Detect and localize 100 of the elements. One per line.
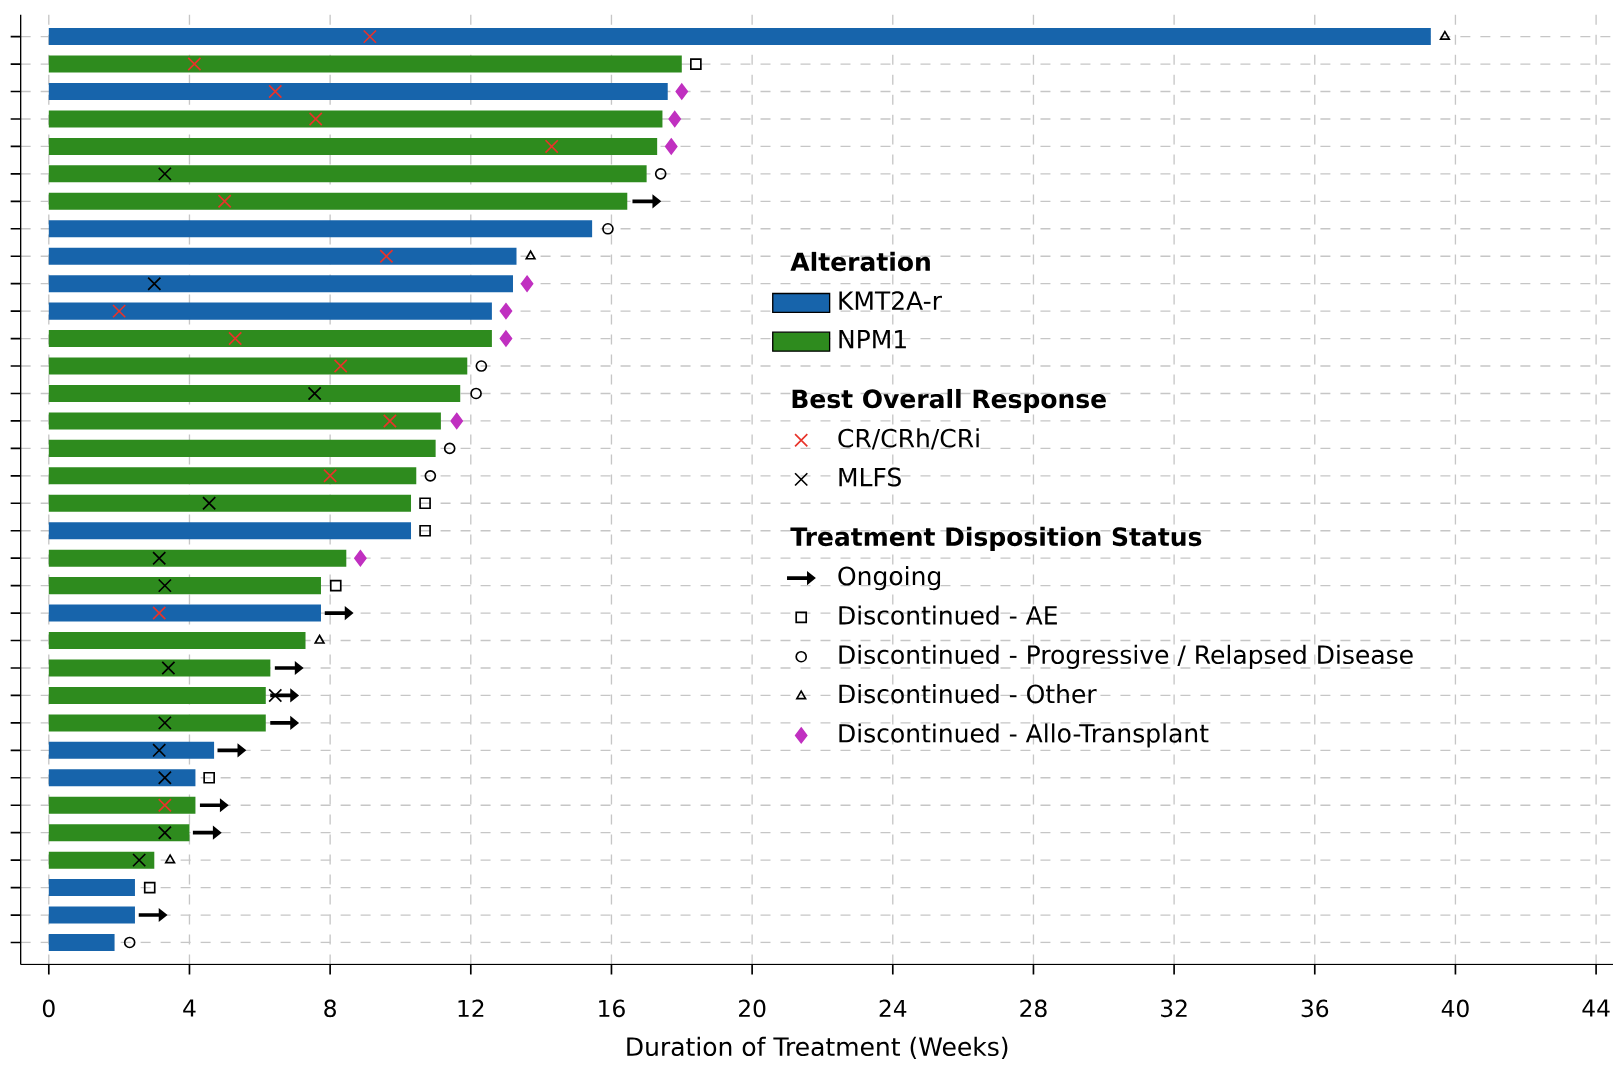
point (525, 250, 536, 260)
bar (48, 467, 417, 485)
point (450, 412, 464, 429)
bar (48, 906, 135, 924)
bar (48, 659, 271, 677)
point (187, 56, 202, 71)
point (157, 166, 172, 181)
point (314, 634, 325, 644)
point (499, 302, 513, 320)
x-tick-label: 44 (1582, 999, 1610, 1017)
bar (48, 27, 1431, 45)
point (475, 359, 488, 372)
point (354, 549, 367, 567)
point (362, 29, 377, 44)
bar (48, 165, 647, 183)
point (690, 58, 702, 70)
x-tick-label: 16 (599, 999, 625, 1017)
bar (48, 302, 492, 320)
bar (48, 823, 190, 841)
bar (48, 604, 321, 622)
point (544, 139, 559, 154)
x-tick-label: 0 (42, 999, 55, 1017)
bar (48, 769, 196, 787)
point (152, 605, 167, 620)
x-tick-label: 20 (739, 999, 766, 1017)
bar (48, 110, 663, 128)
point (217, 194, 232, 209)
bar (48, 220, 593, 238)
point (307, 386, 322, 401)
bar (48, 576, 321, 594)
legend-label: Discontinued - Allo-Transplant (839, 723, 1209, 748)
bar (48, 412, 441, 430)
bar (48, 247, 517, 265)
x-tick-label: 28 (1020, 999, 1047, 1017)
bar (48, 549, 347, 567)
point (157, 578, 172, 593)
bar (48, 55, 682, 73)
bar (48, 494, 412, 512)
point (228, 331, 243, 346)
x-tick-label: 40 (1441, 999, 1469, 1017)
point (323, 468, 338, 483)
point (419, 497, 431, 509)
bar (48, 933, 115, 951)
legend-label: KMT2A-r (839, 290, 942, 310)
bar (48, 796, 196, 814)
point (654, 167, 667, 180)
bar (48, 878, 135, 896)
point (1439, 30, 1451, 40)
legend-label: Discontinued - AE (839, 605, 1057, 625)
bar (48, 631, 306, 649)
x-tick-label: 32 (1161, 999, 1187, 1017)
legend-label: CR/CRh/CRi (838, 428, 979, 450)
point (157, 715, 172, 730)
legend-label: Ongoing (838, 565, 941, 591)
point (152, 743, 167, 758)
legend-label: MLFS (839, 467, 901, 487)
x-axis-title: Duration of Treatment (Weeks) (627, 1036, 1008, 1059)
x-tick-label: 8 (324, 999, 336, 1017)
bar (48, 274, 513, 292)
point (379, 249, 394, 263)
point (203, 771, 215, 784)
point (470, 387, 482, 400)
point (157, 798, 172, 813)
bar (48, 384, 461, 402)
point (308, 111, 323, 126)
point (143, 881, 156, 894)
x-tick-label: 36 (1301, 999, 1329, 1017)
point (132, 852, 147, 867)
point (268, 688, 283, 703)
x-tick-label: 12 (458, 999, 484, 1017)
point (424, 469, 437, 482)
bar (48, 192, 628, 210)
point (499, 330, 513, 347)
point (675, 83, 689, 100)
bar (48, 439, 436, 457)
point (164, 854, 176, 864)
legend-label: Discontinued - Other (839, 683, 1097, 704)
point (147, 276, 162, 291)
point (602, 222, 614, 235)
bar (48, 522, 412, 540)
legend-label: NPM1 (839, 329, 906, 349)
bar (48, 741, 215, 759)
bar (48, 82, 668, 100)
point (664, 138, 678, 155)
point (202, 496, 217, 511)
point (152, 551, 167, 565)
point (112, 303, 127, 318)
point (419, 524, 431, 537)
point (668, 110, 682, 127)
x-tick-label: 4 (183, 999, 196, 1017)
point (268, 84, 283, 99)
annotation: Treatment Disposition Status (790, 526, 1202, 551)
bar (48, 714, 266, 732)
x-tick-label: 24 (879, 999, 907, 1017)
legend-label: Discontinued - Progressive / Relapsed Disease (839, 644, 1413, 669)
bar (48, 851, 155, 869)
point (382, 413, 397, 428)
bar (48, 686, 266, 704)
point (329, 579, 342, 592)
point (520, 275, 534, 292)
